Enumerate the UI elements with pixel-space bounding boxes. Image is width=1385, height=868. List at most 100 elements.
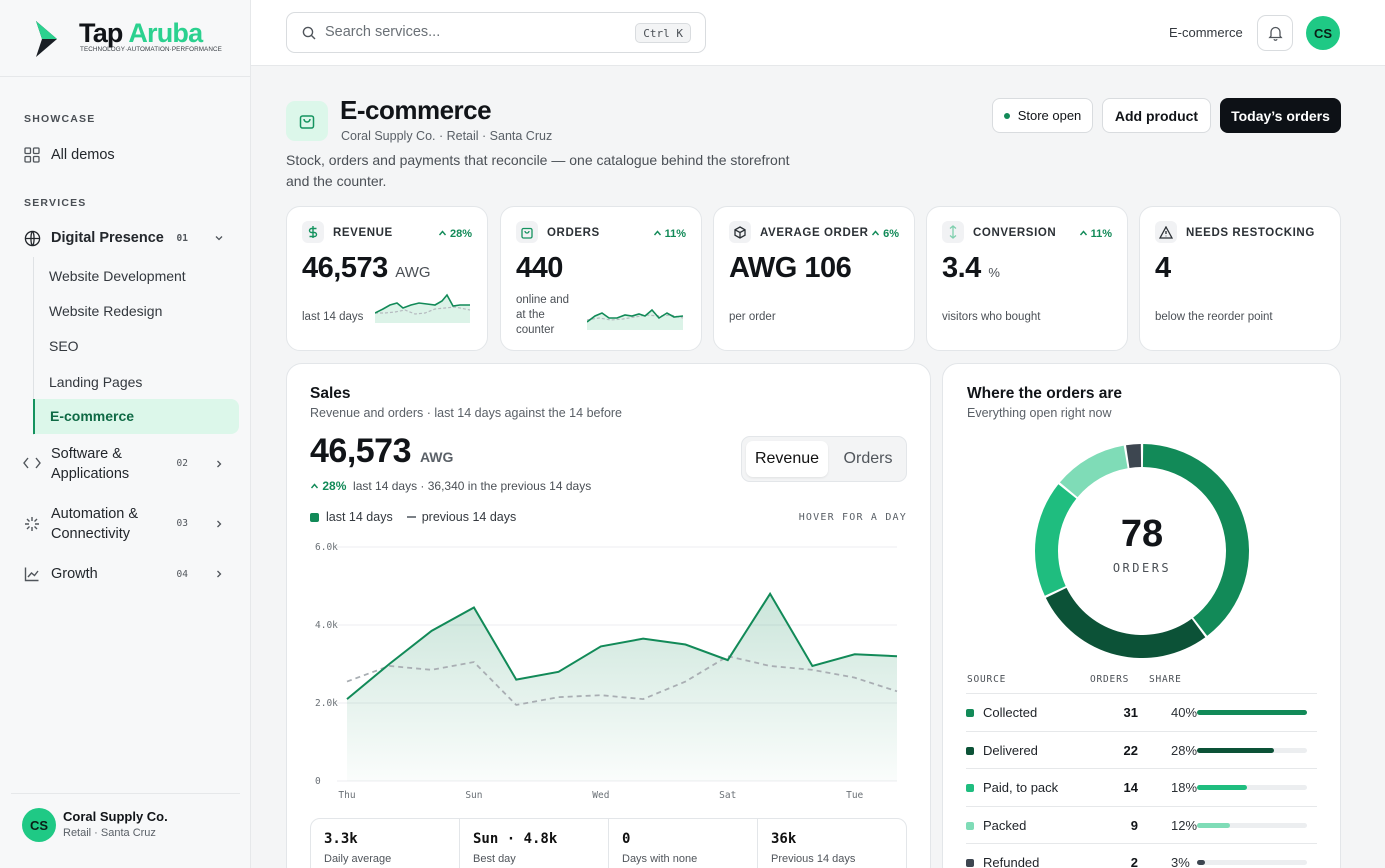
sidebar-item-digital-presence[interactable]: Digital Presence 01 [22,228,234,248]
box-icon [729,221,751,243]
tab-orders[interactable]: Orders [843,450,893,467]
add-product-button[interactable]: Add product [1102,98,1211,133]
sidebar-subitem-ecommerce[interactable]: E-commerce [33,399,239,434]
legend-swatch-current [310,512,319,522]
table-row[interactable]: Collected 31 40% [966,693,1317,730]
stat-best-day: Sun · 4.8k Best day [460,819,609,868]
source-name: Collected [983,705,1038,720]
todays-orders-button[interactable]: Today’s orders [1220,98,1341,133]
user-avatar[interactable]: CS [1306,16,1340,50]
orders-panel: Where the orders are Everything open rig… [942,363,1341,868]
brand-name: Tap Aruba [79,18,203,48]
orders-subtitle: Everything open right now [967,406,1112,420]
kpi-sub: visitors who bought [942,311,1041,323]
source-swatch [966,821,974,830]
table-row[interactable]: Packed 9 12% [966,805,1317,843]
table-row[interactable]: Delivered 22 28% [966,730,1317,768]
orders-donut-chart[interactable] [1033,442,1251,660]
sidebar-subitem-website-development[interactable]: Website Development [49,268,186,284]
table-row[interactable]: Refunded 2 3% [966,843,1317,868]
kpi-card-conversion[interactable]: CONVERSION 11% 3.4 % visitors who bought [926,206,1128,351]
arrows-vertical-icon [942,221,964,243]
source-orders: 2 [1130,855,1138,868]
kpi-delta: 11% [1079,228,1112,240]
arrow-up-icon [438,230,446,236]
data-point [510,674,522,686]
account-meta: Retail · Santa Cruz [63,827,156,839]
kpi-card-needs-restocking[interactable]: NEEDS RESTOCKING 4 below the reorder poi… [1139,206,1341,351]
status-dot-icon [1003,112,1010,119]
source-orders: 22 [1123,742,1138,758]
x-tick-label: Thu [338,790,355,801]
sales-stats: 3.3k Daily average Sun · 4.8k Best day 0 Da… [310,818,907,868]
source-orders: 31 [1123,705,1138,720]
source-share: 28% [1171,742,1198,758]
source-orders: 9 [1130,817,1138,833]
table-row[interactable]: Paid, to pack 14 18% [966,768,1317,805]
store-status-button[interactable]: Store open [992,98,1093,133]
source-name: Delivered [983,742,1038,758]
share-bar [1197,860,1307,865]
brand-logo[interactable]: Tap Aruba TECHNOLOGY·AUTOMATION·PERFORMA… [0,0,250,77]
data-point [426,625,438,637]
y-tick-label: 6.0k [315,542,338,553]
share-bar [1197,785,1307,790]
kpi-label: ORDERS [547,227,600,239]
kpi-delta: 28% [438,228,472,240]
series-line-previous [346,655,898,706]
search-input[interactable] [325,24,625,40]
data-point [764,588,776,600]
logo-mark-icon [36,21,57,57]
kpi-card-revenue[interactable]: REVENUE 28% 46,573 AWG last 14 days [286,206,488,351]
arrow-up-icon [871,230,880,236]
account-switcher[interactable]: CS Coral Supply Co. Retail · Santa Cruz [11,793,240,868]
bag-icon [516,221,538,243]
sidebar: Tap Aruba TECHNOLOGY·AUTOMATION·PERFORMA… [0,0,251,868]
sidebar-item-label-2: Applications [51,466,130,482]
page-meta: Coral Supply Co. · Retail · Santa Cruz [341,129,553,143]
kpi-card-average-order[interactable]: AVERAGE ORDER 6% AWG 106 per order [713,206,915,351]
source-swatch [966,709,974,717]
search-shortcut: Ctrl K [635,23,691,43]
sidebar-item-label: Growth [51,566,98,582]
sidebar-item-growth[interactable]: Growth 04 [22,564,234,584]
legend-current: last 14 days [326,510,393,524]
sidebar-item-label: All demos [51,147,115,163]
kpi-delta: 6% [871,228,899,240]
chevron-down-icon [215,236,223,241]
donut-center-label: ORDERS [1112,561,1172,575]
sparkline-revenue [375,293,471,323]
sidebar-subitem-seo[interactable]: SEO [49,338,79,354]
sidebar-item-label: Software & [51,446,122,462]
search-box[interactable]: Ctrl K [286,12,706,53]
sidebar-subitem-landing-pages[interactable]: Landing Pages [49,374,143,390]
sidebar-item-all-demos[interactable]: All demos [22,145,234,165]
sidebar-item-automation[interactable]: Automation & Connectivity 03 [22,504,234,544]
globe-icon [22,228,42,248]
chevron-right-icon [217,520,222,528]
sidebar-subitem-website-redesign[interactable]: Website Redesign [49,303,163,319]
tab-revenue[interactable]: Revenue [746,441,828,477]
page-description: Stock, orders and payments that reconcil… [286,152,790,189]
kpi-value: 3.4 % [942,252,1000,284]
spark-icon [22,514,42,534]
sales-chart[interactable]: 0 2.0k 4.0k 6.0k Thu Sun Wed Sat Tue [287,534,927,804]
sales-total: 46,573 AWG [310,432,454,470]
kpi-label: REVENUE [333,227,393,239]
kpi-label: NEEDS RESTOCKING [1186,227,1315,239]
chevron-right-icon [217,460,222,468]
kpi-sub: last 14 days [302,311,364,323]
sparkline-orders [587,308,684,330]
notifications-button[interactable] [1257,15,1293,51]
col-source: SOURCE [967,674,1007,685]
sidebar-item-num: 02 [176,458,188,469]
col-orders: ORDERS [1090,674,1130,685]
chart-line-icon [22,564,42,584]
share-bar-fill [1197,785,1247,790]
source-swatch [966,746,974,755]
grid-icon [22,145,42,165]
kpi-card-orders[interactable]: ORDERS 11% 440 online and at the counter [500,206,702,351]
services-label: SERVICES [24,197,87,209]
sidebar-item-software[interactable]: Software & Applications 02 [22,444,234,484]
donut-slice-delivered [1045,587,1206,658]
